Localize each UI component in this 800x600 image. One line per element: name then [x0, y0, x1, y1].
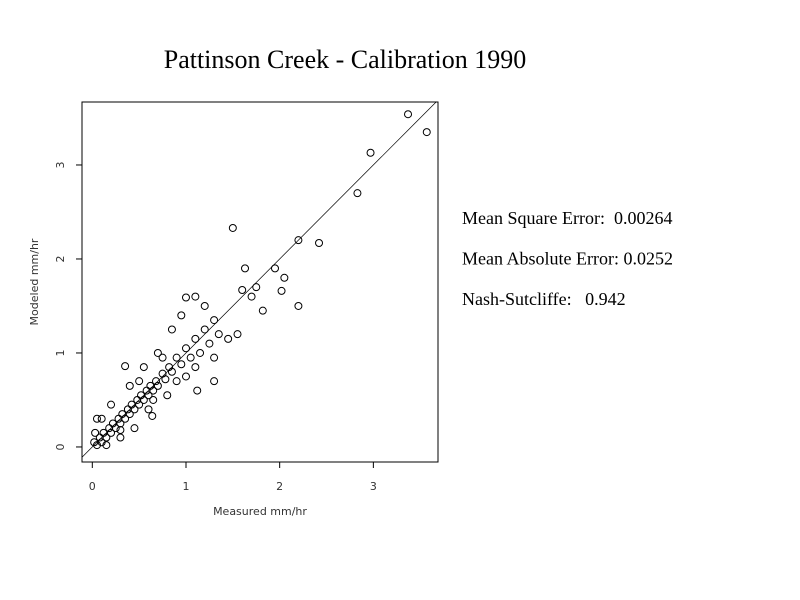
point [165, 363, 174, 372]
x-axis-label: Measured mm/hr [213, 505, 307, 518]
point [228, 223, 237, 232]
point [167, 325, 176, 334]
point [121, 362, 130, 371]
point [111, 424, 120, 433]
y-tick-label: 1 [54, 349, 67, 356]
point [163, 391, 172, 400]
point [144, 391, 153, 400]
point [186, 353, 195, 362]
point [130, 405, 139, 414]
point [161, 375, 170, 384]
point [247, 292, 256, 301]
point [205, 339, 214, 348]
point [102, 441, 111, 450]
point [200, 301, 209, 310]
point [92, 441, 101, 450]
point [135, 400, 144, 409]
point [97, 414, 106, 423]
x-tick-label: 0 [89, 480, 96, 493]
point [107, 400, 116, 409]
point [181, 344, 190, 353]
point [158, 353, 167, 362]
annotation: Mean Absolute Error: 0.0252 [462, 249, 673, 269]
point [130, 424, 139, 433]
point [116, 433, 125, 442]
x-tick-label: 3 [370, 480, 377, 493]
point [258, 306, 267, 315]
point [149, 395, 158, 404]
point [105, 424, 114, 433]
point [353, 189, 362, 198]
point [133, 395, 142, 404]
point [153, 348, 162, 357]
point [153, 381, 162, 390]
point [238, 285, 247, 294]
point [149, 386, 158, 395]
point [270, 264, 279, 273]
point [214, 330, 223, 339]
point [210, 316, 219, 325]
point [210, 353, 219, 362]
point [241, 264, 250, 273]
point [277, 286, 286, 295]
plot-frame [81, 101, 439, 463]
point [142, 386, 151, 395]
point [116, 426, 125, 435]
x-tick-label: 2 [276, 480, 283, 493]
point [125, 410, 134, 419]
x-tick-label: 1 [182, 480, 189, 493]
point [233, 330, 242, 339]
y-tick-label: 3 [54, 161, 67, 168]
point [294, 301, 303, 310]
point [200, 325, 209, 334]
point [123, 405, 132, 414]
point [315, 238, 324, 247]
point [181, 293, 190, 302]
point [177, 360, 186, 369]
chart-title: Pattinson Creek - Calibration 1990 [164, 45, 527, 74]
point [191, 292, 200, 301]
point [224, 334, 233, 343]
y-tick-label: 0 [54, 443, 67, 450]
point [193, 386, 202, 395]
point [144, 405, 153, 414]
annotation: Nash-Sutcliffe: 0.942 [462, 289, 626, 309]
y-tick-label: 2 [54, 255, 67, 262]
point [252, 283, 261, 292]
point [139, 395, 148, 404]
point [280, 273, 289, 282]
point [152, 377, 161, 386]
point [294, 236, 303, 245]
point [102, 433, 111, 442]
point [114, 414, 123, 423]
point [148, 411, 157, 420]
point [139, 363, 148, 372]
point [92, 414, 101, 423]
point [191, 363, 200, 372]
point [196, 348, 205, 357]
point [125, 381, 134, 390]
annotation: Mean Square Error: 0.00264 [462, 208, 672, 228]
point [366, 148, 375, 157]
point [191, 334, 200, 343]
point [135, 377, 144, 386]
point [181, 372, 190, 381]
point [210, 377, 219, 386]
y-axis-label: Modeled mm/hr [28, 238, 41, 325]
point [97, 438, 106, 447]
point [404, 110, 413, 119]
point [422, 128, 431, 137]
point [167, 367, 176, 376]
point [91, 428, 100, 437]
point [107, 428, 116, 437]
point [121, 414, 130, 423]
point [177, 311, 186, 320]
point [172, 353, 181, 362]
point [172, 377, 181, 386]
